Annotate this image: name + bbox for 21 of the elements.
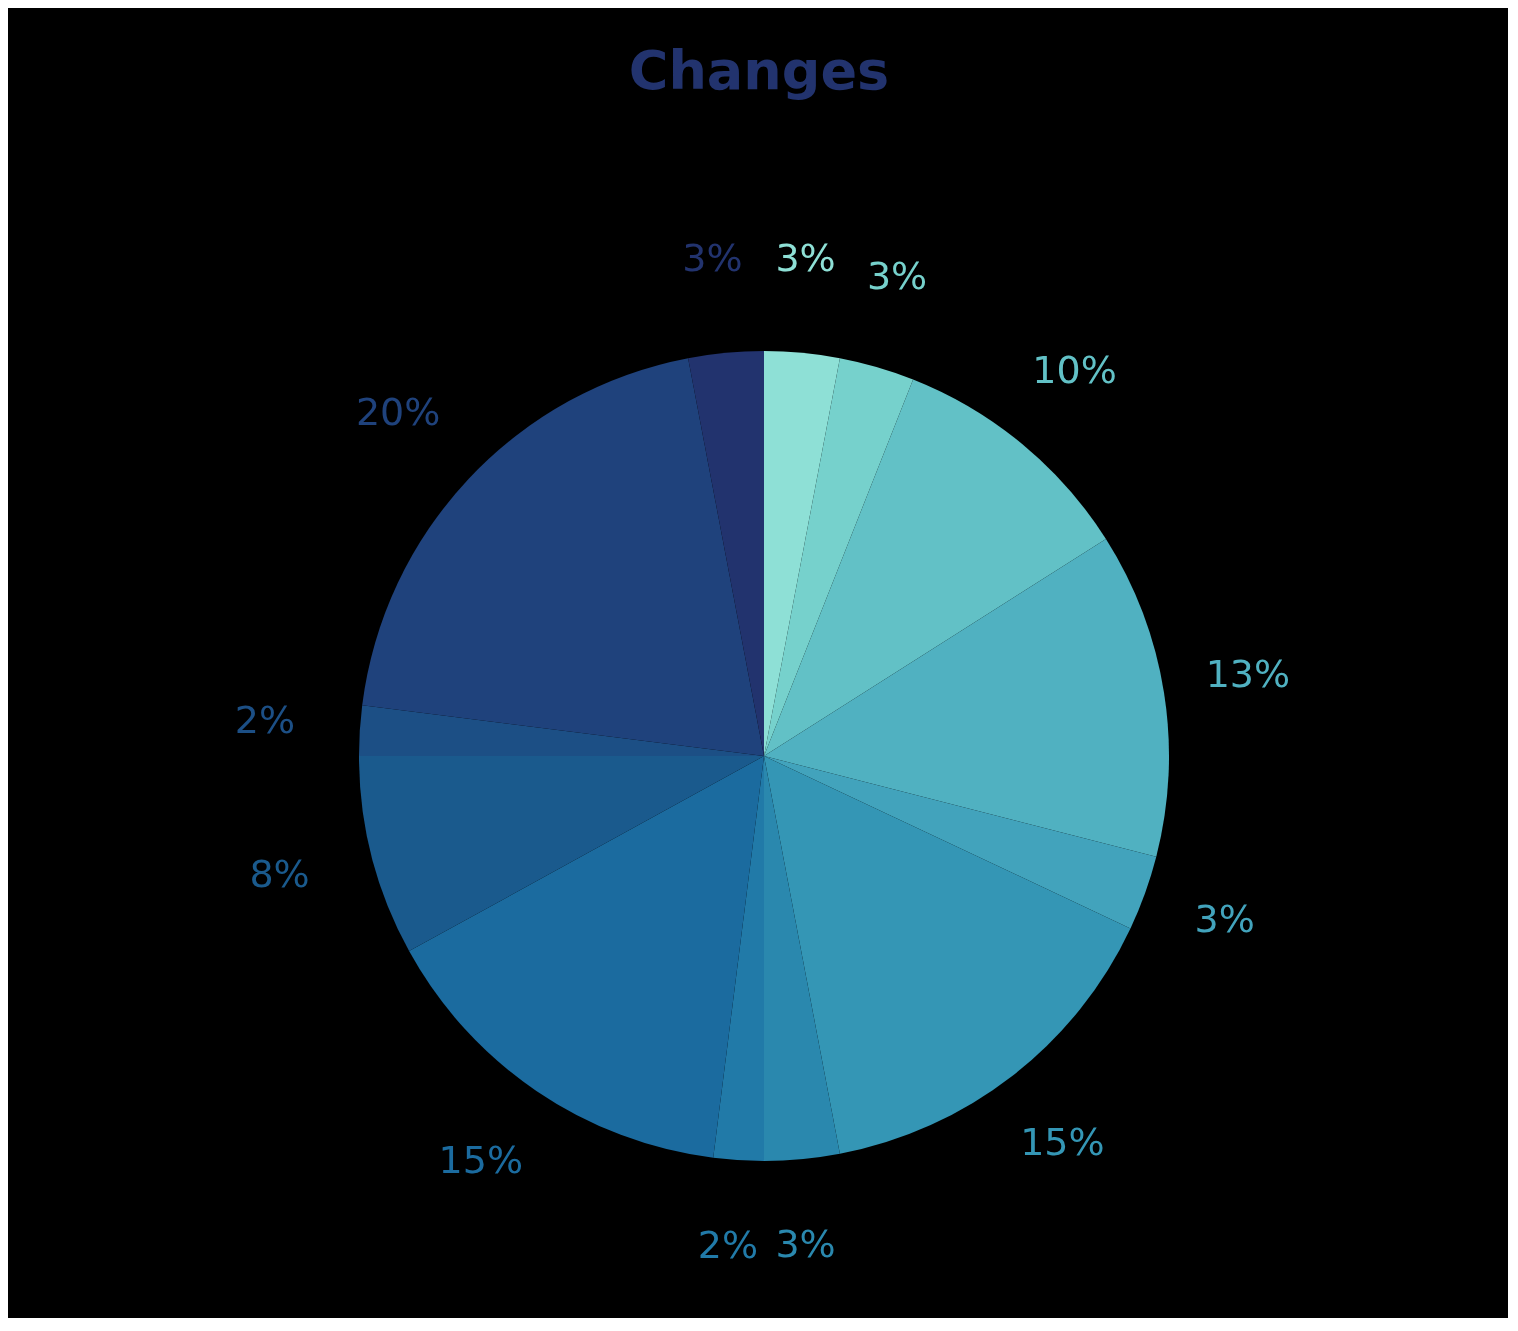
data-label: 15% [1020, 1120, 1105, 1165]
data-label: 10% [1032, 347, 1117, 392]
pie-slice [764, 538, 1169, 857]
data-label: 20% [355, 390, 441, 435]
chart-title: Changes [628, 38, 890, 102]
pie-slice [764, 351, 840, 756]
pie-slice [764, 756, 1131, 1154]
data-label: 2% [697, 1223, 759, 1268]
data-label: 15% [438, 1138, 523, 1183]
pie-slice [764, 756, 840, 1161]
data-label: 3% [775, 236, 836, 281]
data-label: 8% [249, 852, 310, 897]
data-label: 2% [234, 697, 296, 742]
pie-slice [764, 756, 1157, 929]
pie-slice [688, 351, 764, 756]
data-label: 3% [866, 253, 928, 298]
data-label: 3% [1194, 896, 1255, 941]
pie-slice [764, 358, 914, 756]
data-label: 13% [1205, 651, 1291, 696]
data-label: 3% [682, 236, 743, 281]
data-label: 3% [775, 1221, 836, 1266]
